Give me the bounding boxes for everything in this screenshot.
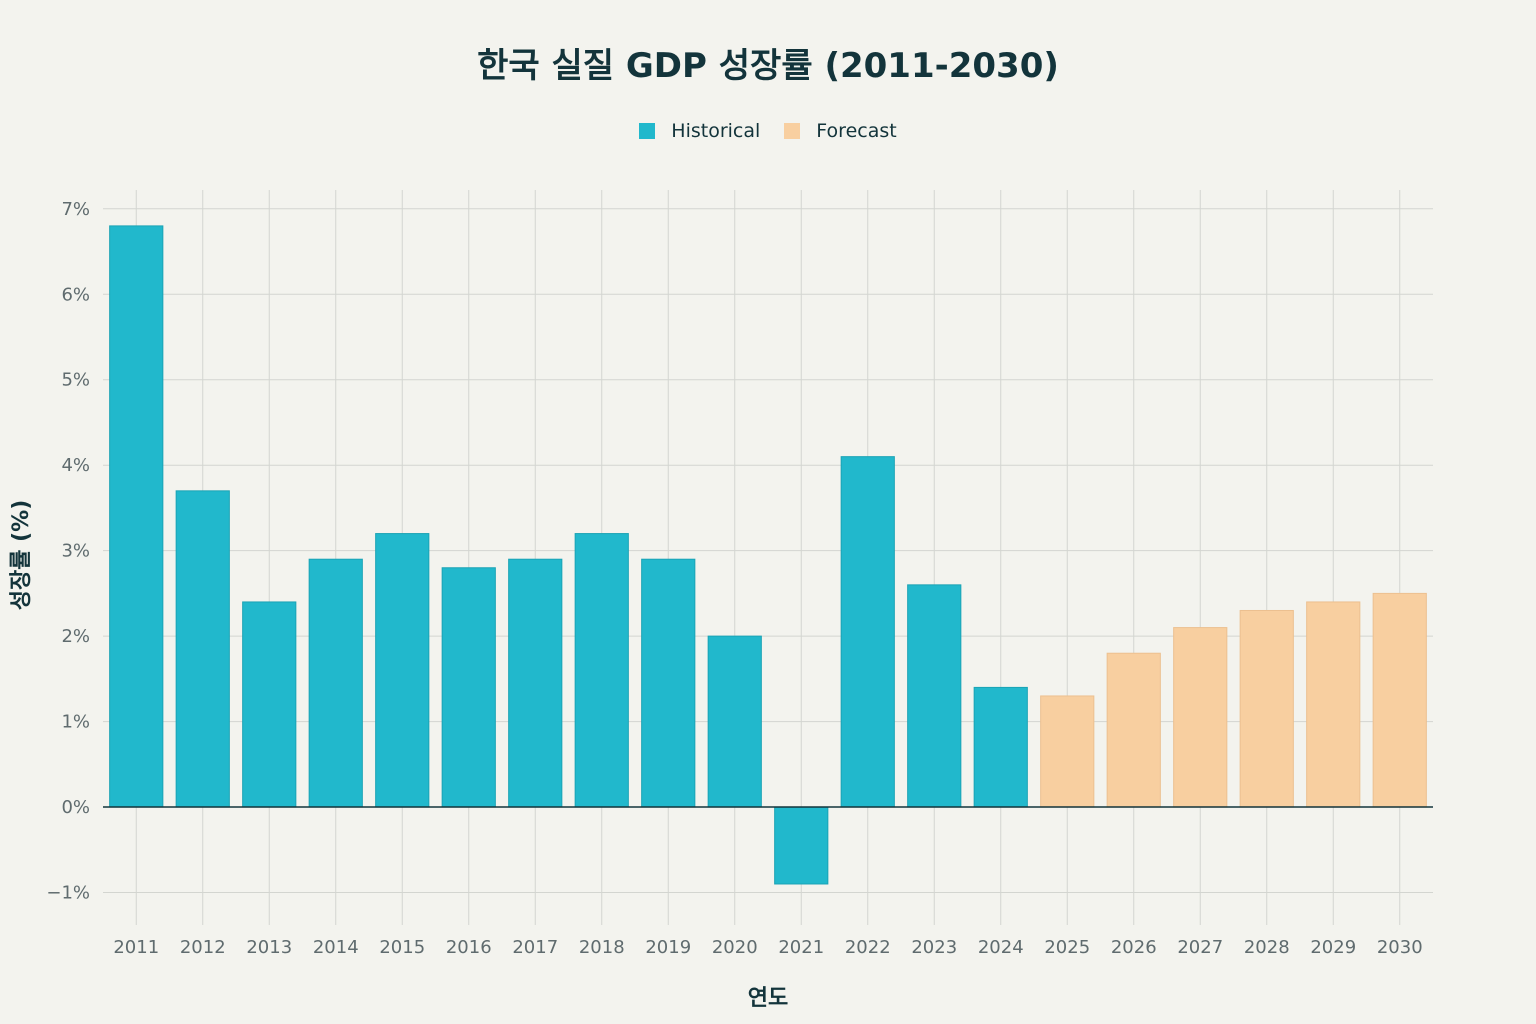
x-tick-label: 2022 bbox=[845, 937, 891, 958]
legend-swatch-historical bbox=[639, 123, 656, 139]
y-tick-label: 2% bbox=[61, 626, 90, 647]
y-tick-label: 1% bbox=[61, 712, 90, 733]
legend-swatch-forecast bbox=[784, 123, 801, 139]
x-tick-label: 2027 bbox=[1177, 937, 1223, 958]
y-tick-label: 6% bbox=[61, 284, 90, 305]
bar-forecast-2026[interactable] bbox=[1106, 652, 1161, 808]
bar-forecast-2027[interactable] bbox=[1173, 627, 1228, 808]
y-axis-ticks: −1% 0% 1% 2% 3% 4% 5% 6% 7% bbox=[46, 199, 90, 904]
legend-item-historical[interactable]: Historical bbox=[639, 120, 760, 142]
x-tick-label: 2015 bbox=[379, 937, 425, 958]
bar-historical-2011[interactable] bbox=[109, 225, 164, 808]
bar-forecast-2029[interactable] bbox=[1306, 601, 1361, 808]
bar-historical-2016[interactable] bbox=[441, 567, 496, 808]
bar-historical-2014[interactable] bbox=[308, 558, 363, 808]
legend: Historical Forecast bbox=[0, 120, 1536, 142]
bar-historical-2012[interactable] bbox=[175, 490, 230, 808]
x-tick-label: 2024 bbox=[978, 937, 1024, 958]
bar-historical-2018[interactable] bbox=[574, 533, 629, 808]
bar-historical-2015[interactable] bbox=[375, 533, 430, 808]
legend-label-forecast: Forecast bbox=[816, 120, 897, 142]
x-tick-label: 2021 bbox=[778, 937, 824, 958]
bar-historical-2022[interactable] bbox=[840, 456, 895, 808]
bar-historical-2023[interactable] bbox=[907, 584, 962, 808]
chart-title: 한국 실질 GDP 성장률 (2011-2030) bbox=[477, 46, 1059, 86]
x-tick-label: 2013 bbox=[246, 937, 292, 958]
bar-historical-2024[interactable] bbox=[973, 686, 1028, 808]
x-tick-label: 2014 bbox=[313, 937, 359, 958]
x-tick-label: 2018 bbox=[579, 937, 625, 958]
x-tick-label: 2023 bbox=[911, 937, 957, 958]
bar-historical-2020[interactable] bbox=[707, 635, 762, 808]
bar-historical-2019[interactable] bbox=[641, 558, 696, 808]
y-axis-title: 성장률 (%) bbox=[9, 500, 34, 611]
bars bbox=[103, 225, 1433, 885]
y-tick-label: 4% bbox=[61, 455, 90, 476]
grid bbox=[103, 190, 1433, 925]
bar-historical-2017[interactable] bbox=[508, 558, 563, 808]
bar-historical-2021[interactable] bbox=[774, 806, 829, 885]
bar-forecast-2025[interactable] bbox=[1040, 695, 1095, 808]
x-tick-label: 2029 bbox=[1310, 937, 1356, 958]
bar-forecast-2030[interactable] bbox=[1372, 592, 1427, 808]
x-tick-label: 2020 bbox=[712, 937, 758, 958]
x-axis-ticks: 2011 2012 2013 2014 2015 2016 2017 2018 2019 2020… bbox=[113, 937, 1422, 958]
y-tick-label: 5% bbox=[61, 370, 90, 391]
x-tick-label: 2030 bbox=[1377, 937, 1423, 958]
x-tick-label: 2012 bbox=[180, 937, 226, 958]
legend-item-forecast[interactable]: Forecast bbox=[784, 120, 897, 142]
y-tick-label: 7% bbox=[61, 199, 90, 220]
y-tick-label: −1% bbox=[46, 883, 90, 904]
x-axis-title: 연도 bbox=[748, 986, 788, 1011]
x-tick-label: 2026 bbox=[1111, 937, 1157, 958]
bar-forecast-2028[interactable] bbox=[1239, 609, 1294, 808]
y-tick-label: 3% bbox=[61, 541, 90, 562]
legend-label-historical: Historical bbox=[671, 120, 761, 142]
bar-historical-2013[interactable] bbox=[242, 601, 297, 808]
x-tick-label: 2017 bbox=[512, 937, 558, 958]
x-tick-label: 2019 bbox=[645, 937, 691, 958]
x-tick-label: 2016 bbox=[446, 937, 492, 958]
y-tick-label: 0% bbox=[61, 797, 90, 818]
x-tick-label: 2025 bbox=[1044, 937, 1090, 958]
x-tick-label: 2028 bbox=[1244, 937, 1290, 958]
x-tick-label: 2011 bbox=[113, 937, 159, 958]
